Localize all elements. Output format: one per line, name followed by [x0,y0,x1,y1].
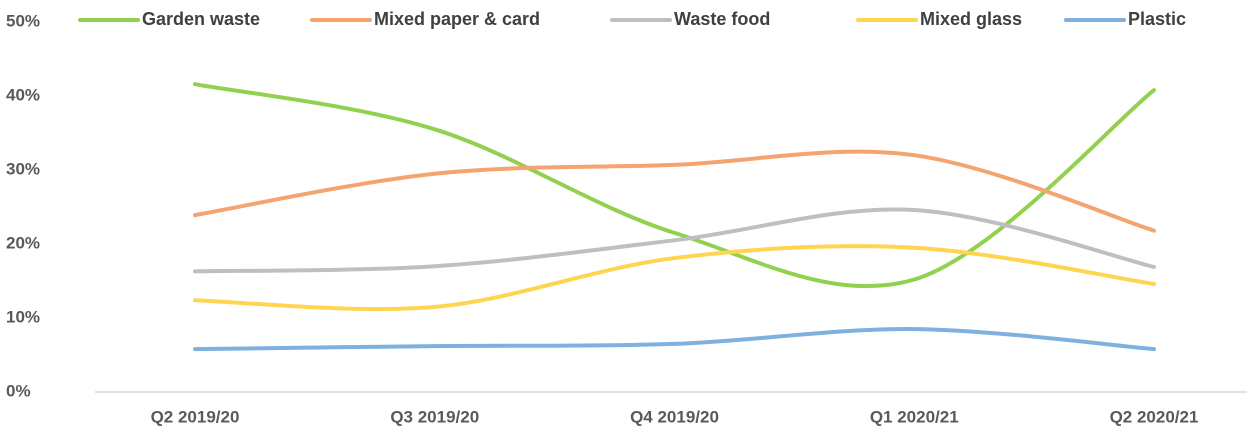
legend-label: Mixed glass [920,9,1022,29]
y-tick-label: 10% [6,307,40,326]
y-tick-label: 20% [6,233,40,252]
y-tick-label: 50% [6,11,40,30]
series-line [193,149,1156,233]
x-tick-label: Q2 2019/20 [151,407,240,426]
y-tick-label: 0% [6,381,31,400]
y-tick-label: 30% [6,159,40,178]
series-line [193,327,1156,352]
x-tick-label: Q3 2019/20 [390,407,479,426]
x-tick-label: Q4 2019/20 [630,407,719,426]
series-line [193,244,1156,311]
legend-label: Garden waste [142,9,260,29]
series-line [193,82,1156,289]
series-line [193,207,1156,274]
x-tick-label: Q1 2020/21 [870,407,959,426]
x-tick-label: Q2 2020/21 [1110,407,1199,426]
legend-label: Mixed paper & card [374,9,540,29]
legend-label: Waste food [674,9,770,29]
legend-label: Plastic [1128,9,1186,29]
y-tick-label: 40% [6,85,40,104]
